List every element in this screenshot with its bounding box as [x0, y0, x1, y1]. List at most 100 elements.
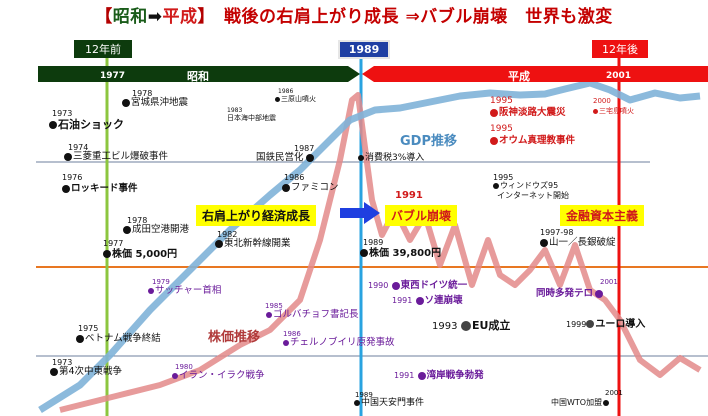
event-year: 1999	[566, 320, 587, 329]
event-year: 1975	[78, 324, 99, 333]
dot-icon	[358, 154, 364, 161]
event-year: 1987	[294, 144, 315, 153]
event-year: 1976	[62, 173, 83, 182]
event-year: 1982	[217, 230, 238, 239]
event-year: 2000	[593, 97, 611, 105]
event-year: 1990	[368, 281, 389, 290]
dot-icon	[603, 399, 610, 406]
event-oil-shock: 石油ショック	[49, 119, 124, 130]
event-label: 三原山噴火	[281, 95, 316, 103]
event-narita: 成田空港開港	[123, 224, 189, 235]
dot-icon	[391, 281, 400, 290]
flag-1989: 1989	[338, 40, 390, 59]
event-year: 1974	[68, 143, 89, 152]
event-year: 2001	[600, 278, 618, 286]
dot-icon	[49, 121, 57, 129]
event-label: 山一／長銀破綻	[549, 237, 616, 248]
dot-icon	[103, 250, 111, 258]
event-miyagi-quake: 宮城県沖地震	[122, 97, 188, 108]
event-china-wto: 中国WTO加盟	[551, 397, 610, 408]
event-sea-of-japan-quake: 日本海中部地震	[227, 114, 276, 122]
event-consumption-tax: 消費税3%導入	[358, 153, 424, 164]
event-year: 1986	[283, 330, 301, 338]
event-label: ロッキード事件	[71, 183, 138, 194]
event-lockheed: ロッキード事件	[62, 183, 138, 194]
event-year: 2001	[605, 389, 623, 397]
event-label: サッチャー首相	[155, 285, 222, 296]
dot-icon	[360, 249, 368, 257]
event-label: オウム真理教事件	[499, 135, 576, 146]
event-label: チェルノブイリ原発事故	[290, 337, 395, 348]
event-label: ゴルバチョフ書記長	[273, 309, 359, 320]
dot-icon	[215, 239, 223, 248]
dot-icon	[540, 238, 548, 247]
event-stock-39800: 株価 39,800円	[360, 248, 441, 259]
showa-bar	[38, 66, 360, 82]
gdp-label: GDP推移	[400, 134, 457, 149]
event-windows95: ウィンドウズ95	[493, 181, 558, 190]
dot-icon	[123, 225, 131, 234]
event-mitsubishi-bombing: 三菱重工ビル爆破事件	[64, 151, 168, 162]
dot-icon	[493, 182, 499, 189]
event-year: 1973	[52, 109, 73, 118]
gdp-line	[38, 79, 701, 413]
heisei-label: 平成	[508, 70, 530, 83]
event-miyakejima: 三宅島噴火	[593, 106, 634, 117]
event-911: 同時多発テロ	[536, 288, 604, 299]
event-yamaichi: 山一／長銀破綻	[540, 237, 616, 248]
dot-icon	[148, 287, 154, 294]
event-label: ファミコン	[291, 182, 339, 193]
event-label: 宮城県沖地震	[131, 97, 189, 108]
event-label: 第4次中東戦争	[59, 366, 123, 377]
flag-12-years-before: 12年前	[74, 40, 132, 58]
event-label: 株価 39,800円	[369, 248, 442, 259]
event-label: 石油ショック	[58, 118, 124, 131]
event-gulf-war: 1991 湾岸戦争勃発	[394, 370, 484, 381]
title-arrow: ➡	[147, 7, 163, 27]
event-yom-kippur: 第4次中東戦争	[50, 366, 122, 377]
event-stock-5000: 株価 5,000円	[103, 249, 177, 260]
dot-icon	[266, 311, 272, 318]
event-label: 東北新幹線開業	[224, 238, 291, 249]
dot-icon	[62, 184, 70, 193]
event-label: 阪神淡路大震災	[499, 107, 566, 118]
dot-icon	[460, 321, 471, 331]
event-jnr-privatization: 国鉄民営化	[256, 152, 315, 163]
event-year: 1997-98	[540, 228, 574, 237]
event-internet: インターネット開始	[497, 191, 569, 200]
event-year: 1979	[152, 278, 170, 286]
event-year: 1986	[284, 173, 305, 182]
event-label: 三菱重工ビル爆破事件	[73, 151, 169, 162]
page-title: 【昭和➡平成】 戦後の右肩上がり成長 ⇒バブル崩壊 世界も激変	[0, 2, 708, 27]
dot-icon	[595, 289, 604, 298]
bubble-arrow-icon	[340, 202, 380, 224]
dot-icon	[64, 152, 72, 161]
event-german-reunification: 1990 東西ドイツ統一	[368, 280, 467, 291]
event-label: 湾岸戦争勃発	[426, 370, 484, 381]
event-gorbachev: ゴルバチョフ書記長	[266, 309, 359, 320]
event-year: 1978	[132, 89, 153, 98]
event-label: ソ連崩壊	[424, 295, 463, 306]
event-label: 消費税3%導入	[365, 153, 425, 163]
event-year: 1986	[278, 88, 294, 95]
event-year: 1983	[227, 107, 243, 114]
dot-icon	[76, 334, 84, 343]
event-label: ユーロ導入	[595, 319, 646, 330]
event-label: イラン・イラク戦争	[179, 370, 265, 381]
box-bubble: バブル崩壊	[385, 205, 458, 226]
dot-icon	[354, 399, 360, 406]
event-year: 1985	[265, 302, 283, 310]
timeline-year-1977: 1977	[100, 71, 126, 81]
event-label: 中国天安門事件	[361, 398, 425, 408]
dot-icon	[172, 372, 178, 379]
event-eu: 1993 EU成立	[432, 320, 510, 332]
event-label: 国鉄民営化	[256, 152, 304, 163]
stock-label: 株価推移	[208, 330, 261, 345]
event-label: ベトナム戦争終結	[85, 333, 161, 344]
event-chernobyl: チェルノブイリ原発事故	[283, 337, 395, 348]
event-label: 成田空港開港	[132, 224, 190, 235]
event-year: 1980	[175, 363, 193, 371]
event-label: 中国WTO加盟	[551, 398, 603, 407]
event-iran-iraq: イラン・イラク戦争	[172, 370, 265, 381]
flag-12-years-after: 12年後	[592, 40, 648, 58]
